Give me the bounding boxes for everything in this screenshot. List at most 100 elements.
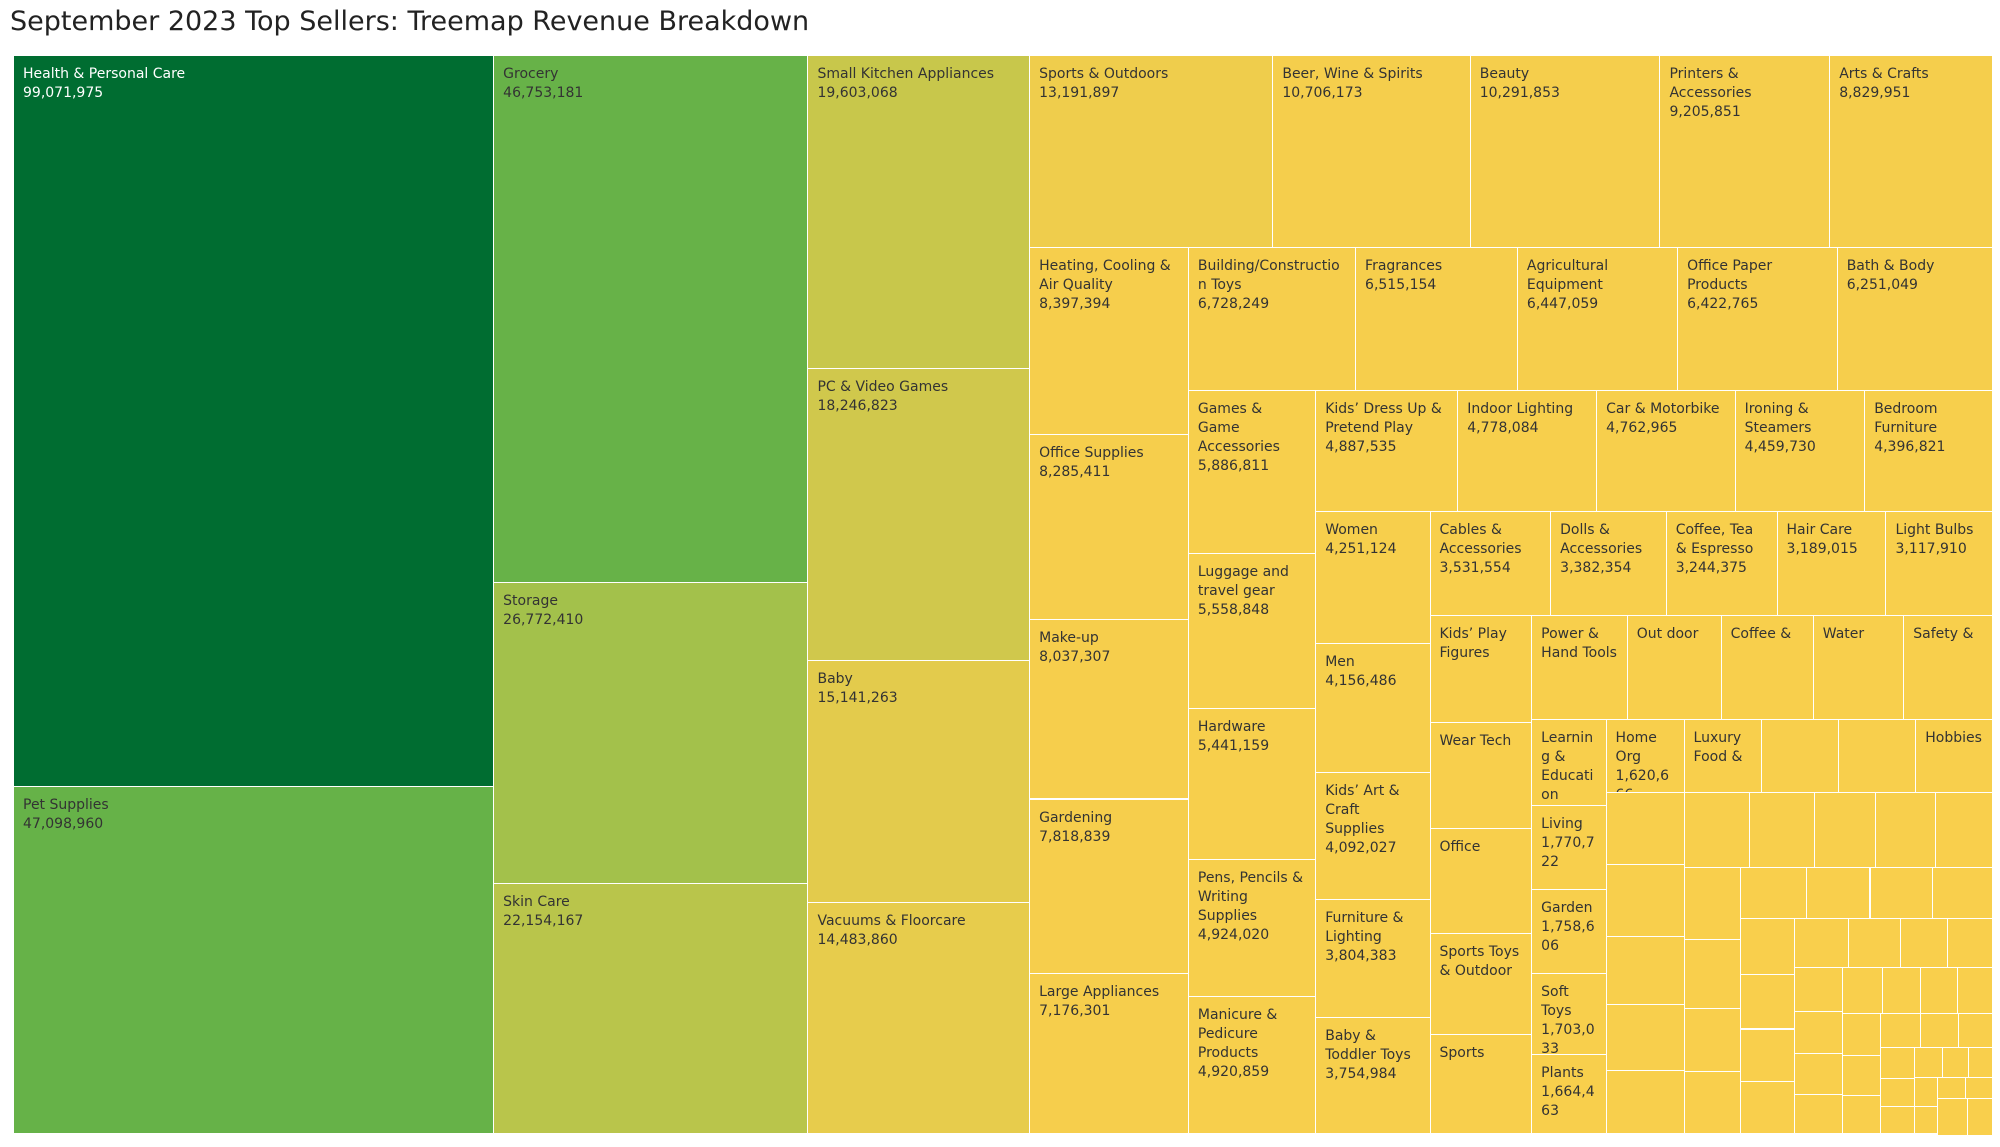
treemap-cell: Printers & Accessories 9,205,851 xyxy=(1660,56,1831,249)
treemap-cell xyxy=(1741,1029,1795,1083)
treemap-cell: Small Kitchen Appliances 19,603,068 xyxy=(808,56,1031,370)
treemap-cell: Large Appliances 7,176,301 xyxy=(1030,973,1189,1134)
treemap-cell xyxy=(1741,975,1795,1030)
cell-label: Indoor Lighting xyxy=(1467,400,1574,417)
treemap-cell xyxy=(1938,1077,1967,1100)
cell-value: 4,762,965 xyxy=(1606,419,1678,436)
cell-label: Grocery xyxy=(503,66,559,82)
treemap-cell: Cables & Accessories 3,531,554 xyxy=(1430,512,1552,617)
cell-label: Safety & xyxy=(1913,626,1974,643)
treemap-cell xyxy=(1938,1117,1968,1137)
cell-label: Light Bulbs xyxy=(1895,522,1974,539)
cell-label: Hardware xyxy=(1197,718,1266,735)
cell-label: Pet Supplies xyxy=(23,796,109,813)
treemap-cell xyxy=(1880,1107,1916,1134)
treemap-cell xyxy=(1843,967,1883,1015)
treemap-cell xyxy=(1794,1011,1844,1054)
cell-label: Beauty xyxy=(1479,66,1530,82)
cell-value: 1,770,722 xyxy=(1541,834,1595,870)
cell-label: Furniture & Lighting xyxy=(1325,909,1404,945)
treemap-cell: Sports Toys & Outdoor xyxy=(1430,933,1533,1035)
cell-value: 3,382,354 xyxy=(1560,560,1632,577)
cell-label: Beer, Wine & Spirits xyxy=(1282,66,1423,82)
cell-label: Vacuums & Floorcare xyxy=(817,912,966,929)
cell-value: 13,191,897 xyxy=(1039,85,1120,101)
cell-value: 10,706,173 xyxy=(1282,85,1363,101)
cell-value: 3,117,910 xyxy=(1895,541,1967,558)
cell-value: 4,156,486 xyxy=(1325,673,1397,690)
treemap-cell: Fragrances 6,515,154 xyxy=(1356,248,1518,391)
cell-label: Living xyxy=(1541,815,1583,832)
treemap-cell xyxy=(1843,1056,1881,1096)
cell-label: Dolls & Accessories xyxy=(1560,522,1643,558)
cell-value: 99,071,975 xyxy=(23,85,104,101)
treemap-cell: Luxury Food & xyxy=(1684,719,1762,794)
treemap-cell: Office Supplies 8,285,411 xyxy=(1030,435,1189,621)
treemap-cell xyxy=(1920,1014,1960,1048)
treemap-cell xyxy=(1794,1053,1844,1095)
treemap-cell xyxy=(1843,1096,1881,1134)
cell-value: 5,441,159 xyxy=(1197,737,1270,754)
treemap-cell: Office Paper Products 6,422,765 xyxy=(1678,248,1838,391)
cell-value: 3,754,984 xyxy=(1325,1065,1397,1082)
cell-label: Men xyxy=(1325,654,1355,671)
cell-value: 4,459,730 xyxy=(1744,438,1816,455)
cell-value: 6,447,059 xyxy=(1526,296,1599,313)
treemap-cell: Light Bulbs 3,117,910 xyxy=(1886,512,1993,617)
treemap-cell: Power & Hand Tools xyxy=(1532,616,1628,720)
treemap-cell xyxy=(1684,867,1742,941)
treemap-cell: Office xyxy=(1430,829,1533,934)
treemap-cell: Baby & Toddler Toys 3,754,984 xyxy=(1316,1017,1431,1134)
cell-value: 7,818,839 xyxy=(1039,828,1111,845)
treemap-cell: Games & Game Accessories 5,886,811 xyxy=(1188,390,1317,555)
treemap-cell: Hobbies xyxy=(1916,719,1993,794)
treemap-cell: Kids’ Play Figures xyxy=(1430,616,1533,724)
treemap-cell: Beauty 10,291,853 xyxy=(1470,56,1661,249)
treemap-cell: Sports xyxy=(1430,1034,1533,1134)
cell-label: Pens, Pencils & Writing Supplies xyxy=(1197,870,1304,925)
cell-label: Baby xyxy=(817,670,853,687)
cell-value: 7,176,301 xyxy=(1039,1002,1111,1019)
treemap-cell xyxy=(1606,1005,1685,1071)
treemap-cell xyxy=(1741,867,1807,920)
treemap-cell: Indoor Lighting 4,778,084 xyxy=(1458,390,1598,513)
treemap-cell xyxy=(1880,1078,1916,1108)
treemap-cell: Health & Personal Care 99,071,975 xyxy=(14,56,495,787)
treemap-cell: Dolls & Accessories 3,382,354 xyxy=(1551,512,1667,617)
cell-label: Women xyxy=(1325,522,1378,539)
treemap-cell: Bath & Body 6,251,049 xyxy=(1837,248,1993,391)
treemap-cell: Garden 1,758,606 xyxy=(1532,889,1607,974)
treemap-cell xyxy=(1684,940,1742,1010)
cell-value: 4,887,535 xyxy=(1325,438,1397,455)
cell-label: Car & Motorbike xyxy=(1606,400,1720,417)
treemap-cell: Living 1,770,722 xyxy=(1532,805,1607,890)
treemap-cell xyxy=(1957,967,1993,1015)
cell-label: Learning & Education xyxy=(1541,729,1594,803)
chart-title: September 2023 Top Sellers: Treemap Reve… xyxy=(10,6,810,37)
treemap-cell: Grocery 46,753,181 xyxy=(494,56,809,583)
treemap-cell xyxy=(1967,1099,1993,1119)
cell-label: Home Org xyxy=(1615,729,1657,765)
cell-value: 6,728,249 xyxy=(1197,296,1270,313)
treemap-cell xyxy=(1915,1077,1939,1107)
treemap-cell: Storage 26,772,410 xyxy=(494,582,809,885)
cell-label: Water xyxy=(1822,626,1865,643)
cell-value: 8,829,951 xyxy=(1839,85,1911,101)
treemap-cell: Heating, Cooling & Air Quality 8,397,394 xyxy=(1030,248,1189,436)
cell-value: 26,772,410 xyxy=(503,611,584,628)
treemap-cell xyxy=(1684,1009,1742,1073)
cell-label: Games & Game Accessories xyxy=(1197,400,1280,455)
treemap-cell xyxy=(1806,867,1871,920)
treemap-cell: Out door xyxy=(1627,616,1722,720)
cell-label: Kids’ Play Figures xyxy=(1439,626,1507,662)
treemap-cell: Safety & xyxy=(1904,616,1993,720)
treemap-cell xyxy=(1814,793,1877,868)
cell-label: Health & Personal Care xyxy=(23,66,186,82)
cell-label: Bedroom Furniture xyxy=(1874,400,1938,436)
cell-value: 6,422,765 xyxy=(1687,296,1759,313)
treemap-cell: Arts & Crafts 8,829,951 xyxy=(1830,56,1993,249)
treemap-cell: Kids’ Art & Craft Supplies 4,092,027 xyxy=(1316,772,1431,900)
cell-label: Garden xyxy=(1541,899,1593,916)
treemap-cell xyxy=(1762,719,1840,794)
cell-value: 3,189,015 xyxy=(1786,541,1858,558)
